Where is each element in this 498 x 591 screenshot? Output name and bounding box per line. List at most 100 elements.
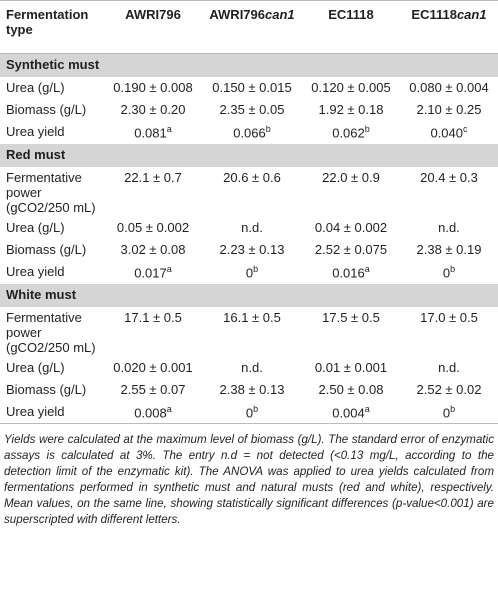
column-name: AWRI796 xyxy=(125,7,181,22)
cell-value: n.d. xyxy=(241,360,263,375)
row-label: Urea (g/L) xyxy=(6,80,65,95)
cell: 0.062b xyxy=(302,121,400,144)
data-row: Urea yield 0.081a 0.066b 0.062b 0.040c xyxy=(0,121,498,144)
cell: 20.6 ± 0.6 xyxy=(202,167,302,217)
cell-value: n.d. xyxy=(438,360,460,375)
data-row: Urea (g/L) 0.020 ± 0.001 n.d. 0.01 ± 0.001 n… xyxy=(0,357,498,379)
cell: 2.52 ± 0.02 xyxy=(400,379,498,401)
cell: 0.020 ± 0.001 xyxy=(104,357,202,379)
cell-value: 1.92 ± 0.18 xyxy=(318,102,384,117)
cell-superscript: a xyxy=(364,404,370,414)
cell-value: 22.0 ± 0.9 xyxy=(322,170,380,185)
cell: 0.008a xyxy=(104,401,202,424)
cell: 0b xyxy=(400,261,498,284)
row-label: Urea (g/L) xyxy=(6,220,65,235)
cell: n.d. xyxy=(202,357,302,379)
cell-value: 2.10 ± 0.25 xyxy=(416,102,482,117)
cell-value: 2.35 ± 0.05 xyxy=(219,102,285,117)
cell-value: 20.4 ± 0.3 xyxy=(420,170,478,185)
cell-value: n.d. xyxy=(241,220,263,235)
cell: 0.120 ± 0.005 xyxy=(302,77,400,99)
data-row: Fermentative power (gCO2/250 mL) 17.1 ± 0… xyxy=(0,307,498,357)
data-row: Biomass (g/L) 2.55 ± 0.07 2.38 ± 0.13 2.50 … xyxy=(0,379,498,401)
cell: 0.040c xyxy=(400,121,498,144)
cell: 2.38 ± 0.13 xyxy=(202,379,302,401)
cell: 16.1 ± 0.5 xyxy=(202,307,302,357)
row-label: Biomass (g/L) xyxy=(6,242,87,257)
column-header: EC1118 xyxy=(302,0,400,54)
cell-value: 2.23 ± 0.13 xyxy=(219,242,285,257)
section-row: White must xyxy=(0,283,498,307)
cell: 0.190 ± 0.008 xyxy=(104,77,202,99)
cell-superscript: a xyxy=(364,264,370,274)
data-row: Urea (g/L) 0.05 ± 0.002 n.d. 0.04 ± 0.002 n.… xyxy=(0,217,498,239)
cell-value: 3.02 ± 0.08 xyxy=(120,242,186,257)
cell: 0.081a xyxy=(104,121,202,144)
cell-superscript: b xyxy=(253,264,259,274)
cell-value: 0.04 ± 0.002 xyxy=(314,220,388,235)
footnote: Yields were calculated at the maximum le… xyxy=(4,433,494,526)
row-label: Biomass (g/L) xyxy=(6,102,87,117)
column-header: AWRI796can1 xyxy=(202,0,302,54)
cell-value: 0.081 xyxy=(134,125,167,141)
column-header: Fermentation type xyxy=(0,0,104,54)
table-body: Synthetic must Urea (g/L) 0.190 ± 0.008 0.1… xyxy=(0,53,498,424)
data-row: Urea (g/L) 0.190 ± 0.008 0.150 ± 0.015 0.12… xyxy=(0,77,498,99)
data-row: Biomass (g/L) 3.02 ± 0.08 2.23 ± 0.13 2.52 … xyxy=(0,239,498,261)
cell-value: 16.1 ± 0.5 xyxy=(223,310,281,325)
data-row: Fermentative power (gCO2/250 mL) 22.1 ± 0… xyxy=(0,167,498,217)
row-label: Biomass (g/L) xyxy=(6,382,87,397)
column-name: EC1118 xyxy=(411,7,457,22)
cell: 22.0 ± 0.9 xyxy=(302,167,400,217)
column-name: AWRI796 xyxy=(209,7,265,22)
cell: 17.5 ± 0.5 xyxy=(302,307,400,357)
row-label: Urea (g/L) xyxy=(6,360,65,375)
cell: 2.10 ± 0.25 xyxy=(400,99,498,121)
cell-superscript: b xyxy=(450,264,456,274)
cell: n.d. xyxy=(202,217,302,239)
cell: n.d. xyxy=(400,217,498,239)
cell-value: 17.5 ± 0.5 xyxy=(322,310,380,325)
header-row: Fermentation type AWRI796 AWRI796can1 EC111… xyxy=(0,0,498,54)
row-label: Fermentative power (gCO2/250 mL) xyxy=(6,310,96,355)
cell-superscript: b xyxy=(364,124,370,134)
cell-value: 2.30 ± 0.20 xyxy=(120,102,186,117)
column-name: Fermentation type xyxy=(6,7,89,37)
cell: 17.1 ± 0.5 xyxy=(104,307,202,357)
cell: 0.04 ± 0.002 xyxy=(302,217,400,239)
cell: 17.0 ± 0.5 xyxy=(400,307,498,357)
cell: 0.066b xyxy=(202,121,302,144)
cell-superscript: c xyxy=(463,124,468,134)
cell-value: 0.066 xyxy=(233,125,266,141)
cell-value: 0.017 xyxy=(134,265,167,281)
cell-value: 0.062 xyxy=(332,125,365,141)
cell-value: 22.1 ± 0.7 xyxy=(124,170,182,185)
data-table: Fermentation type AWRI796 AWRI796can1 EC111… xyxy=(0,0,498,424)
cell: n.d. xyxy=(400,357,498,379)
data-row: Urea yield 0.008a 0b 0.004a 0b xyxy=(0,401,498,424)
cell-superscript: a xyxy=(166,404,172,414)
row-label: Urea yield xyxy=(6,124,65,139)
section-title: Red must xyxy=(0,143,498,167)
cell-value: 17.1 ± 0.5 xyxy=(124,310,182,325)
cell-superscript: b xyxy=(253,404,259,414)
cell: 2.52 ± 0.075 xyxy=(302,239,400,261)
cell: 0b xyxy=(400,401,498,424)
cell-value: 0 xyxy=(245,265,254,281)
cell-value: 2.38 ± 0.19 xyxy=(416,242,482,257)
cell-value: 0 xyxy=(442,405,451,421)
cell: 0.017a xyxy=(104,261,202,284)
cell-value: 17.0 ± 0.5 xyxy=(420,310,478,325)
cell: 0.150 ± 0.015 xyxy=(202,77,302,99)
column-name-italic: can1 xyxy=(456,7,487,22)
cell: 22.1 ± 0.7 xyxy=(104,167,202,217)
cell: 0.080 ± 0.004 xyxy=(400,77,498,99)
cell-value: 20.6 ± 0.6 xyxy=(223,170,281,185)
row-label: Fermentative power (gCO2/250 mL) xyxy=(6,170,96,215)
cell: 2.55 ± 0.07 xyxy=(104,379,202,401)
column-header: EC1118can1 xyxy=(400,0,498,54)
cell-superscript: a xyxy=(166,124,172,134)
cell: 3.02 ± 0.08 xyxy=(104,239,202,261)
cell-superscript: b xyxy=(450,404,456,414)
cell: 0.05 ± 0.002 xyxy=(104,217,202,239)
